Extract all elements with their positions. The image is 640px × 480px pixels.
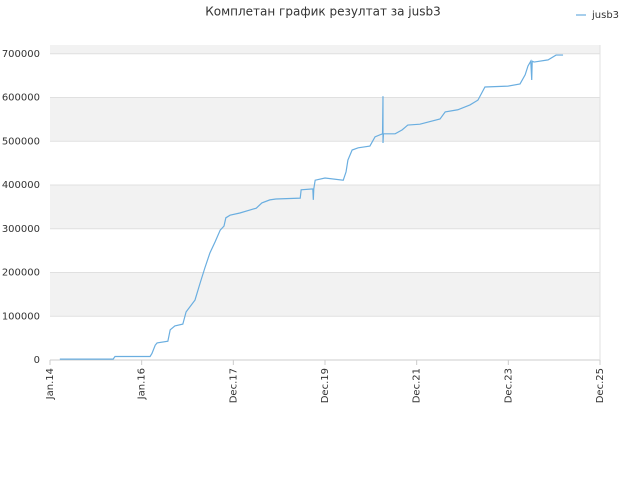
grid-band: [50, 185, 600, 229]
x-tick-label: Dec.17: [228, 368, 239, 403]
grid-band: [50, 97, 600, 142]
grid-bands: [50, 45, 600, 317]
grid-band: [50, 272, 600, 317]
x-tick-label: Jan.16: [137, 368, 148, 400]
y-tick-label: 700000: [2, 49, 40, 60]
legend-label: jusb3: [591, 10, 619, 21]
data-line: [59, 54, 564, 360]
y-tick-label: 200000: [2, 268, 40, 279]
x-tick-label: Dec.19: [320, 368, 331, 403]
y-tick-label: 600000: [2, 93, 40, 104]
x-tick-label: Jan.14: [45, 368, 56, 400]
y-tick-label: 400000: [2, 180, 40, 191]
chart-title: Комплетан график резултат за jusb3: [205, 5, 441, 19]
x-tick-label: Dec.25: [595, 368, 606, 403]
y-tick-label: 0: [34, 355, 40, 366]
y-tick-label: 500000: [2, 136, 40, 147]
x-tick-label: Dec.23: [503, 368, 514, 403]
y-tick-label: 300000: [2, 224, 40, 235]
y-tick-label: 100000: [2, 311, 40, 322]
x-tick-label: Dec.21: [412, 368, 423, 403]
grid-band: [50, 45, 600, 54]
